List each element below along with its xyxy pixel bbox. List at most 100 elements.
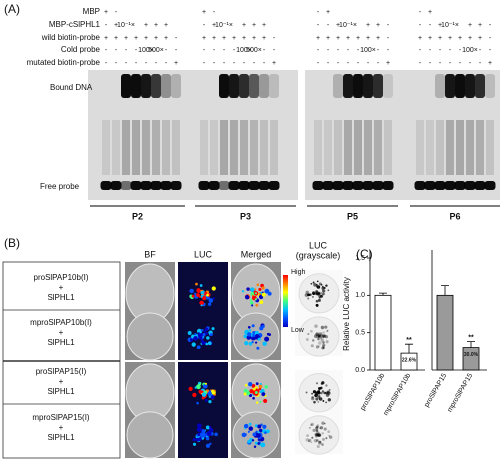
signal — [316, 280, 319, 283]
signal — [321, 421, 325, 425]
lane-symbol: + — [428, 9, 432, 16]
lane-symbol: + — [144, 35, 148, 42]
smear — [466, 120, 474, 175]
signal — [316, 431, 320, 435]
lane-symbol: + — [376, 22, 380, 29]
signal — [201, 429, 206, 434]
signal — [321, 334, 324, 337]
lane-symbol: + — [468, 35, 472, 42]
signal — [254, 341, 258, 344]
signal — [203, 435, 206, 438]
signal — [262, 341, 267, 346]
signal — [189, 338, 194, 342]
signal — [251, 439, 255, 442]
lane-symbol: - — [105, 22, 108, 29]
signal — [317, 335, 320, 338]
row-label: SlPHL1 — [47, 387, 75, 396]
lane-symbol: - — [479, 47, 482, 54]
signal — [310, 282, 313, 285]
signal — [251, 304, 254, 307]
signal — [315, 332, 319, 336]
signal — [248, 393, 253, 398]
bound-band — [151, 74, 161, 98]
lane-symbol: + — [478, 22, 482, 29]
lane-symbol: - — [135, 60, 138, 67]
signal — [312, 339, 315, 342]
signal — [243, 423, 249, 429]
lane-symbol: - — [419, 60, 422, 67]
signal — [311, 392, 314, 395]
signal — [311, 437, 313, 439]
signal — [267, 291, 272, 296]
signal — [247, 440, 251, 444]
free-band — [160, 181, 172, 190]
signal — [249, 389, 254, 394]
lane-symbol: - — [203, 22, 206, 29]
column-header: Merged — [241, 249, 272, 259]
signal — [310, 423, 313, 427]
signal — [321, 390, 325, 393]
row-label: + — [59, 377, 64, 386]
row-label: proSlPAP15(I) — [36, 367, 87, 376]
lane-symbol: + — [202, 35, 206, 42]
free-band — [322, 181, 334, 190]
lane-symbol: - — [419, 9, 422, 16]
bound-band — [171, 74, 181, 98]
signal — [320, 336, 323, 339]
lane-symbol: 10⁻¹× — [215, 22, 233, 29]
bound-band — [445, 74, 455, 98]
lane-symbol: - — [489, 35, 492, 42]
signal — [252, 396, 255, 400]
bound-band — [161, 74, 171, 98]
band-label: Free probe — [40, 182, 80, 191]
free-band — [238, 181, 250, 190]
signal — [254, 391, 258, 395]
signal — [195, 282, 198, 286]
lane-symbol: + — [438, 35, 442, 42]
signal — [197, 332, 200, 335]
free-band — [382, 181, 394, 190]
group-label: P2 — [132, 211, 143, 221]
bound-band — [259, 74, 269, 98]
signal — [315, 435, 318, 438]
signal — [318, 440, 322, 444]
signal — [323, 287, 326, 289]
signal — [211, 286, 216, 291]
lane-symbol: + — [366, 22, 370, 29]
signal — [196, 401, 199, 405]
lane-symbol: - — [377, 60, 380, 67]
signal — [258, 428, 263, 433]
signal — [247, 325, 251, 329]
smear — [250, 120, 258, 175]
bound-band — [435, 74, 445, 98]
signal — [210, 395, 215, 400]
row-label: mproSlPAP15(I) — [32, 413, 90, 422]
signal — [205, 436, 210, 441]
lane-symbol: - — [317, 9, 320, 16]
signal — [257, 430, 260, 434]
signal — [251, 383, 256, 388]
lane-symbol: + — [488, 60, 492, 67]
signal — [315, 390, 320, 394]
smear — [324, 120, 332, 175]
signal — [254, 288, 257, 291]
signal — [316, 433, 320, 437]
signal — [327, 289, 330, 292]
signal — [313, 283, 317, 287]
signal — [321, 443, 324, 446]
row-label: mproSlPAP10b(I) — [30, 318, 92, 327]
free-band — [140, 181, 152, 190]
bound-band — [455, 74, 465, 98]
lane-symbol: + — [104, 35, 108, 42]
signal — [317, 292, 320, 295]
signal — [316, 424, 320, 428]
signal — [243, 334, 248, 339]
signal — [321, 346, 325, 350]
lane-symbol: - — [155, 60, 158, 67]
signal — [315, 397, 319, 401]
signal — [208, 298, 214, 303]
signal — [319, 294, 323, 298]
smear — [112, 120, 120, 175]
significance: ** — [468, 334, 474, 341]
signal — [204, 382, 207, 385]
